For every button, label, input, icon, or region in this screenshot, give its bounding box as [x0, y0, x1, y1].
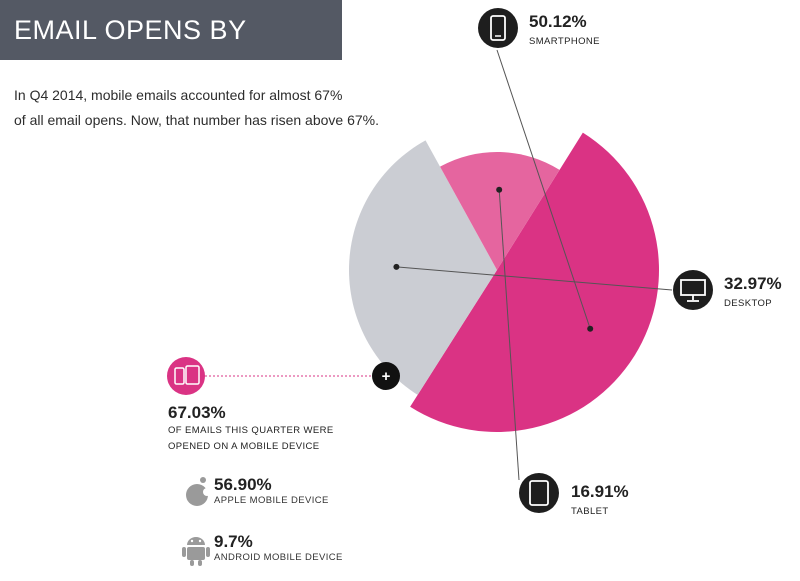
leader-line-desktop [396, 266, 673, 291]
smartphone-label: SMARTPHONE [529, 36, 600, 47]
leader-lines [393, 49, 673, 481]
desktop-percent: 32.97% [724, 274, 782, 293]
android-label: ANDROID MOBILE DEVICE [214, 552, 343, 563]
tablet-icon-body [529, 480, 549, 506]
intro-line-1: In Q4 2014, mobile emails accounted for … [14, 87, 343, 103]
tablet-label: TABLET [571, 506, 609, 517]
mobile-caption-2: OPENED ON A MOBILE DEVICE [168, 441, 320, 452]
leader-dot-tablet [496, 186, 503, 193]
plus-marker[interactable] [372, 362, 400, 390]
apple-mobile-stat: 56.90% APPLE MOBILE DEVICE [183, 475, 383, 506]
page-title: EMAIL OPENS BY DEVICE [0, 0, 342, 105]
android-percent: 9.7% [214, 532, 253, 551]
tablet-percent: 16.91% [571, 482, 629, 501]
leader-dot-desktop [393, 263, 400, 270]
desktop-label: DESKTOP [724, 298, 772, 309]
desktop-icon [673, 270, 713, 310]
mobile-icon-tablet [185, 365, 200, 385]
apple-percent: 56.90% [214, 475, 272, 494]
smartphone-percent: 50.12% [529, 12, 587, 31]
mobile-summary-graphic: + [167, 357, 400, 395]
mobile-summary: 67.03% OF EMAILS THIS QUARTER WERE OPENE… [168, 403, 398, 455]
pie-slice-tablet [440, 152, 560, 270]
apple-icon [186, 477, 211, 506]
smartphone-icon-body [490, 15, 506, 41]
intro-line-2: of all email opens. Now, that number has… [14, 112, 379, 128]
pie-slice-smartphone [410, 132, 660, 433]
plus-marker-label: + [382, 368, 391, 385]
android-icon [182, 537, 210, 566]
mobile-percent: 67.03% [168, 403, 226, 422]
callout-smartphone: 50.12% SMARTPHONE [478, 8, 600, 48]
intro-text: In Q4 2014, mobile emails accounted for … [14, 83, 384, 133]
leader-line-tablet [498, 189, 520, 481]
mobile-caption-1: OF EMAILS THIS QUARTER WERE [168, 425, 334, 436]
pie-slices [349, 132, 660, 433]
smartphone-icon [478, 8, 518, 48]
callout-tablet: 16.91% TABLET [519, 473, 629, 517]
leader-dot-smartphone [587, 325, 594, 332]
tablet-icon [519, 473, 559, 513]
mobile-icon-phone [174, 367, 185, 385]
android-mobile-stat: 9.7% ANDROID MOBILE DEVICE [183, 532, 383, 563]
apple-label: APPLE MOBILE DEVICE [214, 495, 329, 506]
pie-slice-desktop [349, 140, 497, 395]
callout-desktop: 32.97% DESKTOP [673, 270, 782, 310]
